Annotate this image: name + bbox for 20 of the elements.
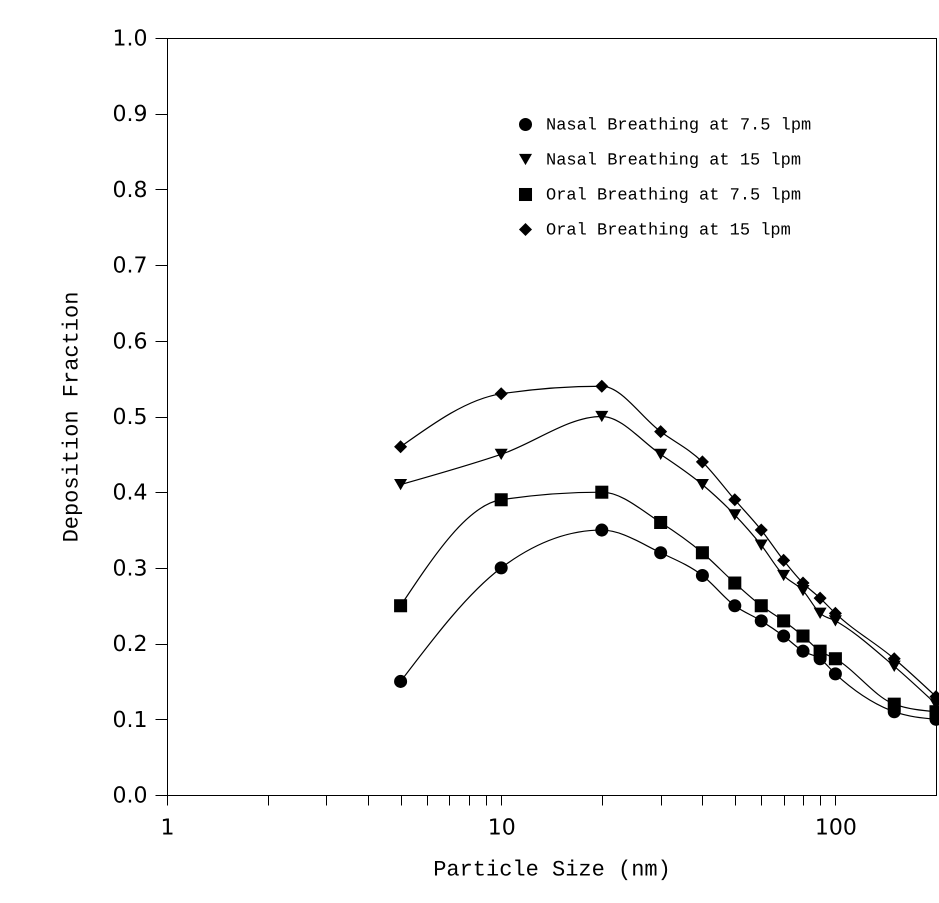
legend-label: Nasal Breathing at 15 lpm <box>546 152 802 170</box>
y-tick-label: 0.7 <box>112 254 148 279</box>
legend-label: Oral Breathing at 15 lpm <box>546 222 791 240</box>
y-tick-label: 0.9 <box>112 102 148 128</box>
x-tick-label: 1 <box>160 816 174 840</box>
y-tick-label: 0.4 <box>112 480 148 506</box>
y-tick-label: 0.0 <box>112 784 148 808</box>
legend-label: Nasal Breathing at 7.5 lpm <box>546 116 812 136</box>
x-tick-label: 10 <box>488 816 516 840</box>
y-tick-label: 0.8 <box>112 178 148 203</box>
y-tick-label: 0.1 <box>112 708 148 733</box>
y-tick-label: 1.0 <box>112 26 148 52</box>
legend-label: Oral Breathing at 7.5 lpm <box>546 186 802 206</box>
x-tick-label: 100 <box>814 816 857 840</box>
y-tick-label: 0.3 <box>112 556 148 582</box>
y-axis-title: Deposition Fraction <box>60 292 85 542</box>
y-tick-label: 0.6 <box>112 329 148 354</box>
y-tick-label: 0.5 <box>112 405 148 430</box>
y-tick-label: 0.2 <box>112 632 148 658</box>
x-axis-title: Particle Size (nm) <box>433 858 671 882</box>
